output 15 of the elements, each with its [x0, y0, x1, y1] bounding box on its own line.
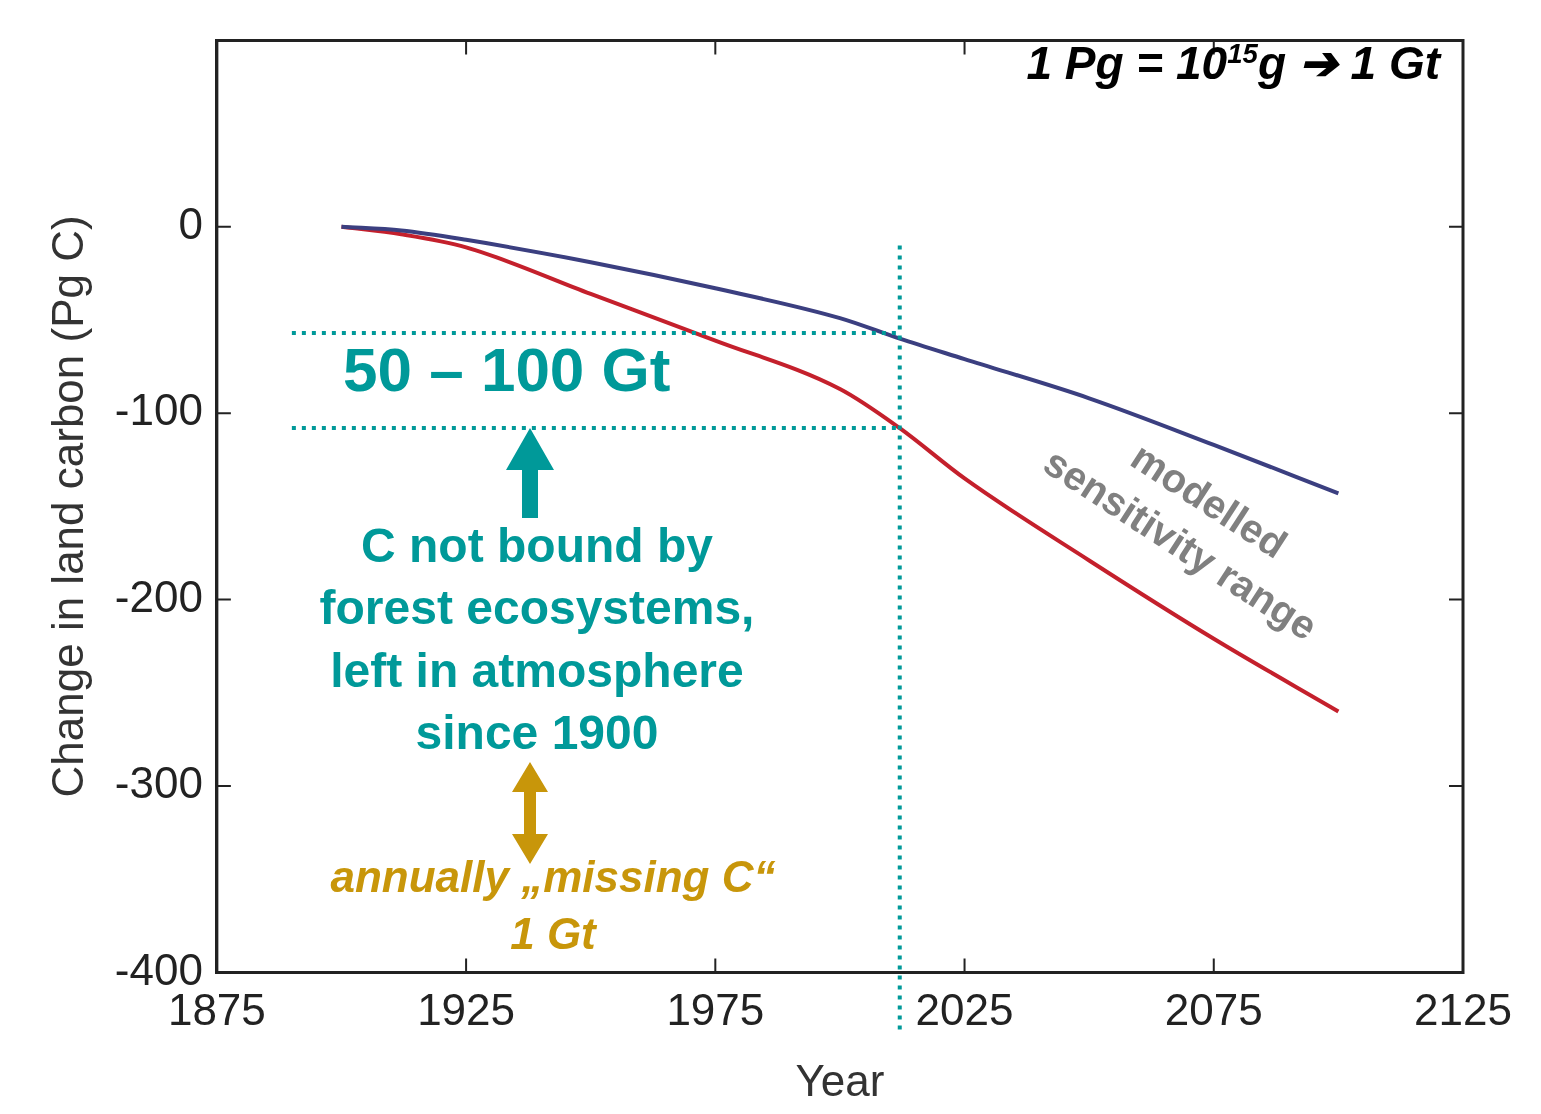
y-tick-label: -200 — [114, 571, 203, 621]
y-axis-title: Change in land carbon (Pg C) — [42, 215, 92, 798]
annotation: 50 – 100 Gt — [343, 334, 672, 406]
annotation: 1 Pg = 10$^{15}$g ➔ 1 Gt — [1025, 36, 1440, 91]
annotation: annually „missing C“ 1 Gt — [329, 851, 777, 961]
x-axis-title: Year — [795, 1055, 885, 1105]
y-tick-label: -100 — [114, 385, 203, 435]
annotation: C not bound by forest ecosystems, left in atmosphere since 1900 — [318, 518, 756, 762]
x-tick-label: 1925 — [417, 984, 516, 1034]
y-tick-label: 0 — [178, 198, 203, 248]
x-tick-label: 2025 — [915, 984, 1014, 1034]
x-tick-label: 2075 — [1164, 984, 1263, 1034]
x-tick-label: 2125 — [1414, 984, 1512, 1034]
y-tick-label: -300 — [114, 758, 203, 808]
x-tick-label: 1975 — [666, 984, 765, 1034]
